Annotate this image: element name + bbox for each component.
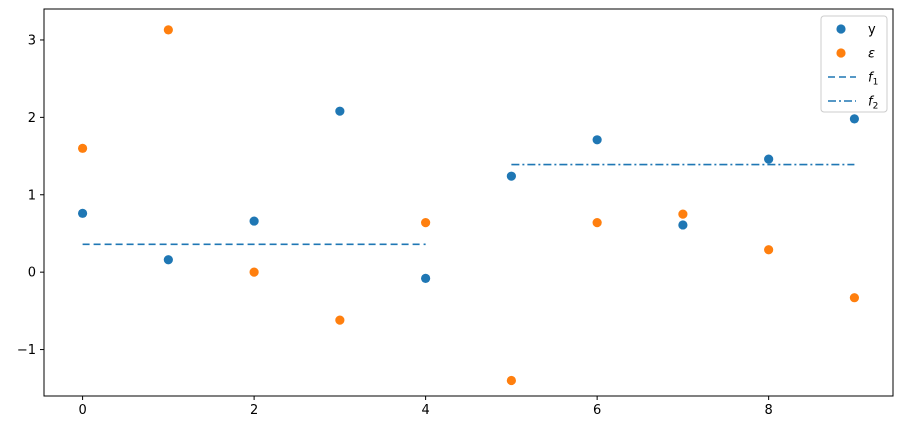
data-point-series-0 (592, 135, 602, 145)
plot-area (43, 8, 894, 397)
data-point-series-0 (249, 216, 259, 226)
x-tick-label: 8 (765, 403, 773, 418)
data-point-series-1 (421, 218, 431, 228)
data-point-series-1 (678, 209, 688, 219)
data-point-series-1 (335, 315, 345, 325)
legend-label: y (868, 23, 876, 38)
data-point-series-1 (592, 218, 602, 228)
y-tick-label: 0 (28, 266, 36, 281)
data-point-series-1 (163, 25, 173, 35)
y-tick-label: 3 (28, 33, 36, 48)
data-point-series-0 (764, 154, 774, 164)
x-tick-label: 2 (250, 403, 258, 418)
legend-label: f2 (868, 95, 878, 112)
x-tick-label: 6 (593, 403, 601, 418)
data-point-series-1 (77, 143, 88, 153)
legend-box (820, 15, 888, 113)
y-tick-label: 2 (28, 111, 36, 126)
data-point-series-0 (678, 220, 688, 230)
data-point-series-1 (849, 293, 860, 303)
data-point-series-1 (249, 267, 259, 277)
data-point-series-1 (506, 375, 516, 386)
data-point-series-0 (163, 255, 173, 265)
data-point-series-1 (764, 245, 774, 255)
legend-label-main: f (868, 95, 875, 110)
legend-marker (836, 24, 846, 34)
data-point-series-0 (421, 273, 431, 283)
data-point-series-0 (77, 208, 88, 218)
data-point-series-0 (506, 171, 516, 181)
legend-label-subscript: 2 (873, 102, 879, 112)
data-point-series-0 (849, 114, 860, 124)
x-tick-label: 4 (421, 403, 429, 418)
legend-marker (836, 48, 846, 58)
x-tick-label: 0 (78, 403, 86, 418)
legend-label-main: f (868, 71, 875, 86)
y-tick-label: 1 (28, 188, 36, 203)
chart-marks (77, 25, 860, 386)
axis-ticks: 0 2 4 6 8 −1 0 1 2 3 (17, 33, 773, 418)
data-point-series-0 (335, 106, 345, 116)
legend-label: f1 (868, 71, 878, 88)
legend-label: ε (868, 47, 875, 62)
legend-label-subscript: 1 (873, 78, 879, 88)
y-tick-label: −1 (17, 343, 36, 358)
